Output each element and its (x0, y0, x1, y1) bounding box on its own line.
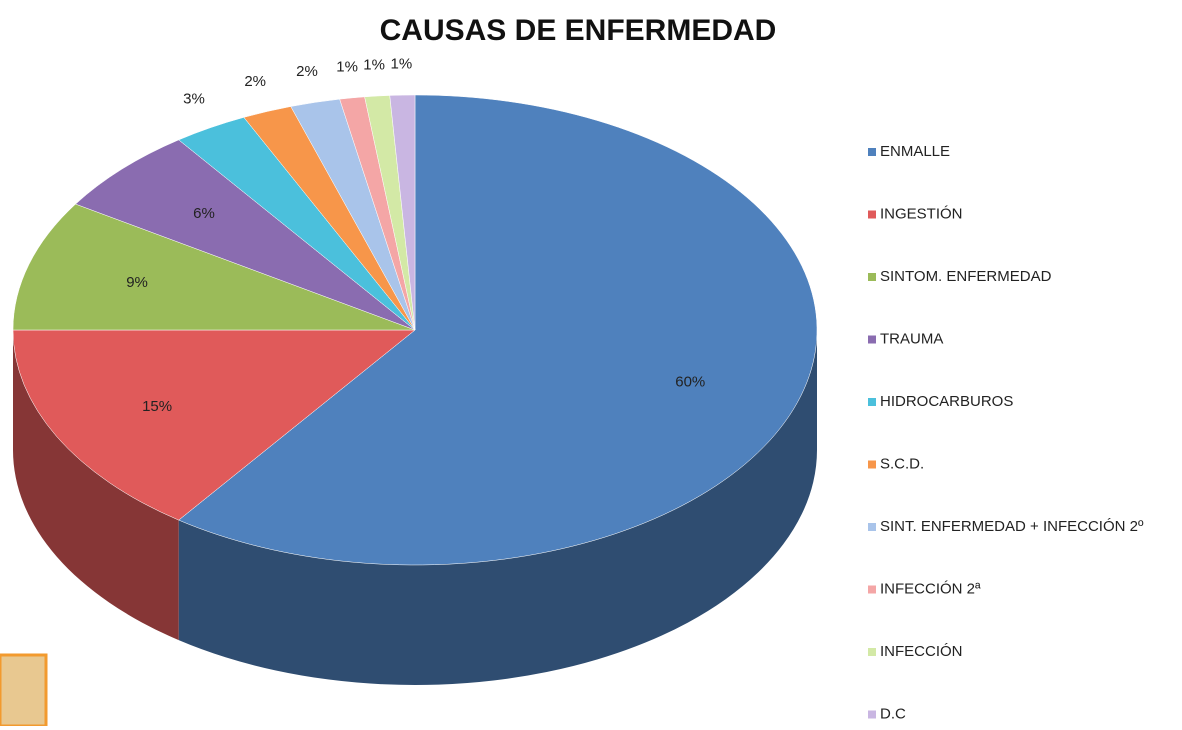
legend-swatch (868, 211, 876, 219)
legend-swatch (868, 461, 876, 469)
data-label: 2% (244, 73, 266, 90)
data-label: 6% (193, 205, 215, 222)
data-label: 9% (126, 274, 148, 291)
legend-label: TRAUMA (880, 330, 943, 347)
legend-swatch (868, 336, 876, 344)
data-label: 60% (675, 373, 705, 390)
legend-swatch (868, 523, 876, 531)
data-label: 1% (336, 58, 358, 75)
data-label: 1% (391, 55, 413, 72)
legend-label: SINT. ENFERMEDAD + INFECCIÓN 2º (880, 518, 1144, 535)
legend-swatch (868, 148, 876, 156)
legend-label: D.C (880, 705, 906, 722)
legend-swatch (868, 648, 876, 656)
legend-label: INFECCIÓN (880, 643, 963, 660)
data-label: 2% (296, 63, 318, 80)
legend-swatch (868, 273, 876, 281)
legend-label: S.C.D. (880, 455, 924, 472)
legend-label: INFECCIÓN 2ª (880, 580, 981, 597)
legend-swatch (868, 711, 876, 719)
data-label: 15% (142, 398, 172, 415)
legend-swatch (868, 586, 876, 594)
chart-title: CAUSAS DE ENFERMEDAD (380, 14, 777, 47)
legend-label: SINTOM. ENFERMEDAD (880, 268, 1052, 285)
legend-swatch (868, 398, 876, 406)
data-label: 1% (363, 56, 385, 73)
legend-label: HIDROCARBUROS (880, 393, 1013, 410)
thumbnail (0, 655, 46, 726)
chart: CAUSAS DE ENFERMEDAD 60% 15% 9% 6% 3% 2% 2% 1% 1… (0, 0, 1182, 726)
legend-label: ENMALLE (880, 143, 950, 160)
legend-label: INGESTIÓN (880, 205, 963, 222)
data-label: 3% (183, 91, 205, 108)
